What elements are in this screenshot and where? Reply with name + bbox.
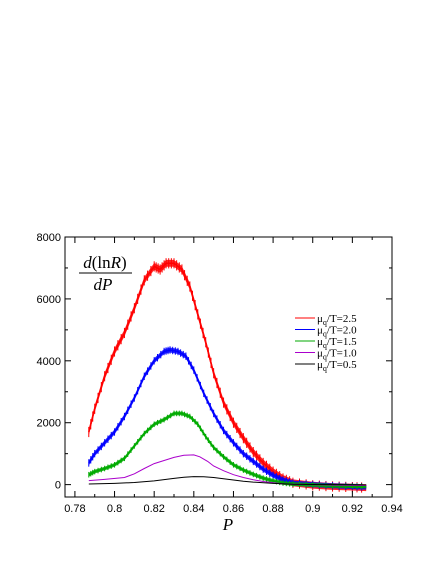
y-label-denominator: dP — [94, 275, 113, 294]
y-tick-label: 0 — [55, 480, 61, 492]
plot-frame — [64, 236, 393, 498]
legend-label: μq/T=2.0 — [317, 325, 357, 339]
y-axis-ticks: 0 2000 4000 6000 8000 — [37, 232, 392, 492]
legend-item-0: μq/T=2.5 — [295, 313, 357, 327]
x-tick-label: 0.92 — [342, 503, 363, 515]
legend-label: μq/T=1.0 — [317, 348, 357, 362]
y-tick-label: 8000 — [37, 232, 61, 244]
x-tick-label: 0.88 — [262, 503, 283, 515]
x-axis-label: P — [222, 515, 233, 534]
x-tick-label: 0.82 — [143, 503, 164, 515]
legend-item-4: μq/T=0.5 — [295, 359, 357, 373]
legend-item-2: μq/T=1.5 — [295, 336, 357, 350]
legend: μq/T=2.5μq/T=2.0μq/T=1.5μq/T=1.0μq/T=0.5 — [295, 313, 357, 373]
y-label-numerator: d(lnR) — [83, 253, 126, 272]
plot-marks — [88, 258, 367, 493]
series-line-4 — [88, 476, 367, 486]
y-axis-label: d(lnR) dP — [79, 253, 132, 294]
y-tick-label: 6000 — [37, 294, 61, 306]
y-tick-label: 2000 — [37, 418, 61, 430]
y-tick-label: 4000 — [37, 356, 61, 368]
legend-label: μq/T=2.5 — [317, 313, 357, 327]
x-tick-label: 0.94 — [381, 503, 402, 515]
x-axis-ticks: 0.78 0.8 0.82 0.84 0.86 0.88 0.9 0.92 0.94 — [64, 237, 403, 515]
x-tick-label: 0.8 — [107, 503, 122, 515]
legend-label: μq/T=0.5 — [317, 359, 357, 373]
legend-item-3: μq/T=1.0 — [295, 348, 357, 362]
x-tick-label: 0.9 — [305, 503, 320, 515]
series-line-0 — [88, 262, 367, 489]
legend-label: μq/T=1.5 — [317, 336, 357, 350]
x-tick-label: 0.86 — [223, 503, 244, 515]
x-tick-label: 0.84 — [183, 503, 204, 515]
x-tick-label: 0.78 — [64, 503, 85, 515]
legend-item-1: μq/T=2.0 — [295, 325, 357, 339]
series-band-0 — [88, 259, 367, 492]
